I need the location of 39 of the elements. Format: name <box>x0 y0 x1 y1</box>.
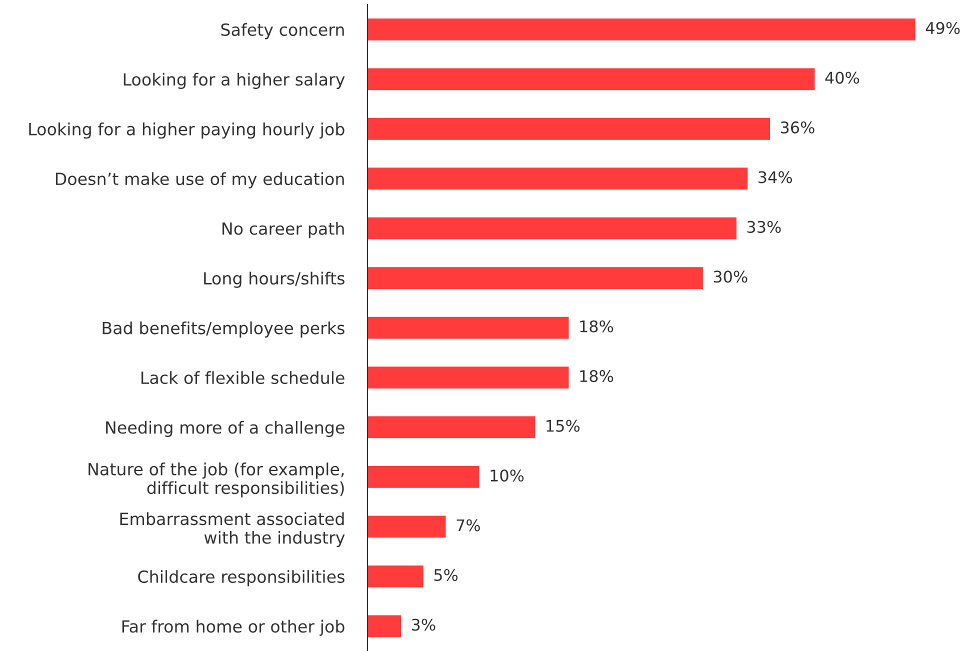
y-tick-label: Looking for a higher paying hourly job <box>29 122 344 139</box>
data-label: 33% <box>747 220 781 233</box>
data-label: 18% <box>580 320 614 332</box>
data-label: 10% <box>490 470 524 482</box>
bar <box>367 168 748 190</box>
data-label: 34% <box>758 171 792 184</box>
y-tick-label: Nature of the job (for example, difficult responsibilities) <box>88 462 344 498</box>
data-label: 5% <box>434 568 458 582</box>
data-label: 18% <box>580 370 614 382</box>
y-tick-label: Safety concern <box>221 23 344 40</box>
bar <box>367 416 536 438</box>
y-tick-label: Childcare responsibilities <box>138 570 344 586</box>
y-tick-label: Needing more of a challenge <box>106 420 344 438</box>
bar <box>367 267 703 289</box>
y-tick-label: Embarrassment associated with the industry <box>120 512 345 548</box>
data-label: 3% <box>412 618 436 631</box>
data-label: 15% <box>546 420 580 432</box>
data-label: 36% <box>780 121 814 134</box>
y-tick-label: Long hours/shifts <box>204 272 344 288</box>
data-label: 7% <box>456 519 480 532</box>
bar <box>367 68 815 90</box>
data-label: 40% <box>825 72 860 84</box>
bar <box>367 615 402 638</box>
bar <box>367 466 480 488</box>
y-tick-label: No career path <box>222 222 344 238</box>
y-tick-label: Bad benefits/employee perks <box>102 321 344 338</box>
y-tick-label: Far from home or other job <box>122 620 344 636</box>
bar <box>367 18 916 40</box>
bar <box>367 565 424 588</box>
data-label: 49% <box>926 22 960 34</box>
y-tick-label: Doesn’t make use of my education <box>56 172 344 188</box>
bar <box>367 217 736 240</box>
data-label: 30% <box>714 270 748 283</box>
bar <box>367 516 446 538</box>
bar <box>367 118 770 140</box>
bar <box>367 316 569 339</box>
y-tick-label: Lack of flexible schedule <box>142 371 344 384</box>
bar <box>367 366 569 388</box>
y-tick-label: Looking for a higher salary <box>124 72 345 89</box>
